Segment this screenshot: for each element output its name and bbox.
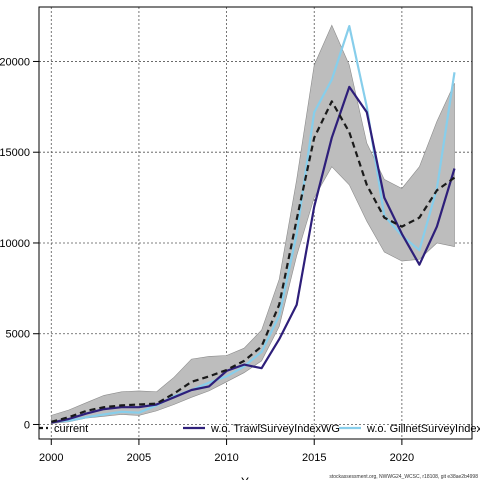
x-tick-label: 2020 [390, 452, 414, 464]
y-tick-label: 20000 [0, 56, 30, 68]
legend: current w.o. TrawlSurveyIndexWG w.o. Gilln… [39, 423, 480, 435]
x-tick-label: 2010 [214, 452, 238, 464]
x-axis-title: Y [241, 475, 249, 480]
plot-frame [38, 6, 473, 440]
series-line-1 [51, 85, 456, 424]
footnote: stockassessment.org, NWWG24_WCSC, r18108… [329, 474, 478, 480]
x-tick-label: 2000 [39, 452, 63, 464]
y-tick-label: 10000 [0, 238, 30, 250]
confidence-band [51, 24, 455, 424]
legend-label-1: w.o. TrawlSurveyIndexWG [210, 423, 340, 435]
series-lines-group [51, 25, 456, 424]
x-tick-label: 2005 [127, 452, 151, 464]
y-tick-label: 5000 [6, 329, 30, 341]
series-line-0 [51, 100, 456, 423]
y-tick-label: 0 [24, 419, 30, 431]
legend-label-2: w.o. GillnetSurveyIndex [366, 423, 480, 435]
y-tick-label: 15000 [0, 147, 30, 159]
legend-label-0: current [54, 423, 88, 435]
axes: 2000 2005 2010 2015 2020 0 5000 10000 15000 20000 [0, 56, 414, 464]
x-tick-label: 2015 [302, 452, 326, 464]
confidence-band-group [51, 24, 455, 424]
